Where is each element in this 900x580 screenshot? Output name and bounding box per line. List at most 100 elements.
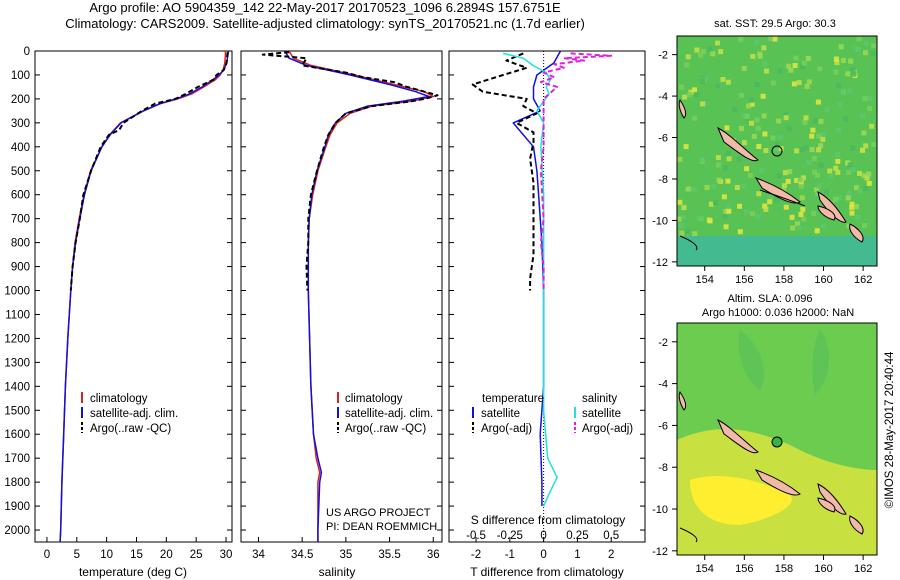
sst-pixel [805,56,811,61]
sst-pixel [812,169,817,175]
s-diff-tick-label: 0.5 [603,530,619,542]
sst-pixel [835,158,841,164]
sst-map-title: sat. SST: 29.5 Argo: 30.3 [714,18,836,30]
sst-pixel [776,118,782,124]
t-diff-tick-label: -2 [471,549,481,561]
sst-pixel [835,152,841,157]
sst-pixel [811,211,817,216]
temperature-climatology-line [59,51,227,542]
temperature-x-axis: 0 5 10 15 20 25 30 [44,537,232,561]
depth-tick-label: 200 [11,94,30,106]
sst-pixel [835,169,841,175]
lon-tick-label: 162 [854,274,872,286]
sst-pixel [827,168,833,174]
x-tick-label: 0 [44,549,50,561]
sst-pixel [749,101,755,107]
sst-pixel [800,206,806,212]
sst-pixel [833,69,839,75]
sla-map: -2 -4 -6 -8 -10 -12 154 156 158 160 162 [652,322,878,575]
sla-map-subtitle: Argo h1000: 0.036 h2000: NaN [702,307,854,319]
legend-climatology-label: climatology [345,393,403,405]
sst-pixel [851,71,857,77]
sst-pixel [856,36,862,42]
t-diff-tick-label: 0 [540,549,546,561]
sst-pixel [814,187,820,193]
sst-pixel [694,47,700,53]
sst-pixel [726,151,731,156]
sst-pixel [789,214,795,220]
sst-noise-field [677,36,877,237]
sla-peak-anomaly [690,475,792,525]
sst-pixel [725,178,731,184]
lon-tick-label: 156 [735,274,753,286]
lon-tick-label: 154 [696,563,714,575]
sst-pixel [699,156,705,162]
salinity-plot-frame [240,50,443,543]
sst-pixel [788,67,794,73]
sst-pixel [863,50,868,56]
sla-latitude-axis: -2 -4 -6 -8 -10 -12 [652,337,677,558]
profile-title: Argo profile: AO 5904359_142 22-May-2017… [89,0,561,15]
depth-tick-label: 400 [11,142,30,154]
sst-pixel [838,44,844,50]
lat-tick-label: -2 [658,337,668,349]
sla-low-anomaly [812,330,830,395]
solomon-islands-sla [678,391,864,543]
sst-pixel [794,148,800,154]
sla-low-anomaly [738,330,764,390]
depth-axis: 0 100 200 300 400 500 600 700 800 900 1000 1100 1200… [4,46,645,537]
pi-credit: PI: DEAN ROEMMICH [326,521,437,533]
sst-pixel [744,166,750,172]
sst-map-frame [676,35,878,267]
sst-pixel [761,45,767,51]
sst-pixel [861,130,867,136]
sst-pixel [760,93,766,99]
sst-pixel [845,195,851,201]
sst-pixel [713,200,718,206]
sst-pixel [847,89,853,94]
sst-pixel [833,196,839,202]
sst-pixel [741,140,747,146]
sst-pixel [870,50,876,56]
sst-pixel [774,197,780,203]
sst-pixel [861,173,867,179]
sst-pixel [700,79,706,85]
sst-pixel [802,119,808,125]
difference-plot-frame [448,50,646,543]
temperature-satellite-line [59,51,230,542]
sst-pixel [846,170,852,176]
sst-map: -2 -4 -6 -8 -10 -12 154 156 158 160 162 [652,35,878,286]
legend-salinity-title: salinity [582,393,617,405]
lat-tick-label: -6 [658,420,668,432]
temperature-axis-label: temperature (deg C) [79,565,187,579]
sst-pixel [849,210,855,216]
sst-pixel [836,195,842,201]
sst-pixel [694,92,700,98]
sst-pixel [799,147,805,153]
sst-pixel [754,117,760,123]
island-shape [717,418,759,454]
sst-pixel [860,113,866,119]
sst-pixel [783,111,789,117]
sst-pixel [798,180,804,186]
sst-pixel [687,92,693,98]
sst-pixel [867,106,873,112]
temperature-lines [59,51,230,542]
sst-pixel [786,63,792,69]
sst-pixel [734,185,740,190]
sst-pixel [763,206,769,212]
sst-pixel [677,199,683,205]
island-shape [817,483,847,515]
sst-pixel [834,60,840,66]
sst-pixel [741,65,747,71]
sst-pixel [707,218,713,224]
depth-tick-label: 1600 [4,429,30,441]
sst-pixel [796,225,802,231]
sst-pixel [814,228,820,234]
sst-pixel [786,126,792,132]
sst-pixel [836,83,842,89]
sst-pixel [692,87,697,93]
temperature-plot-frame [34,50,233,543]
island-shape [678,391,687,411]
sst-pixel [700,101,706,107]
